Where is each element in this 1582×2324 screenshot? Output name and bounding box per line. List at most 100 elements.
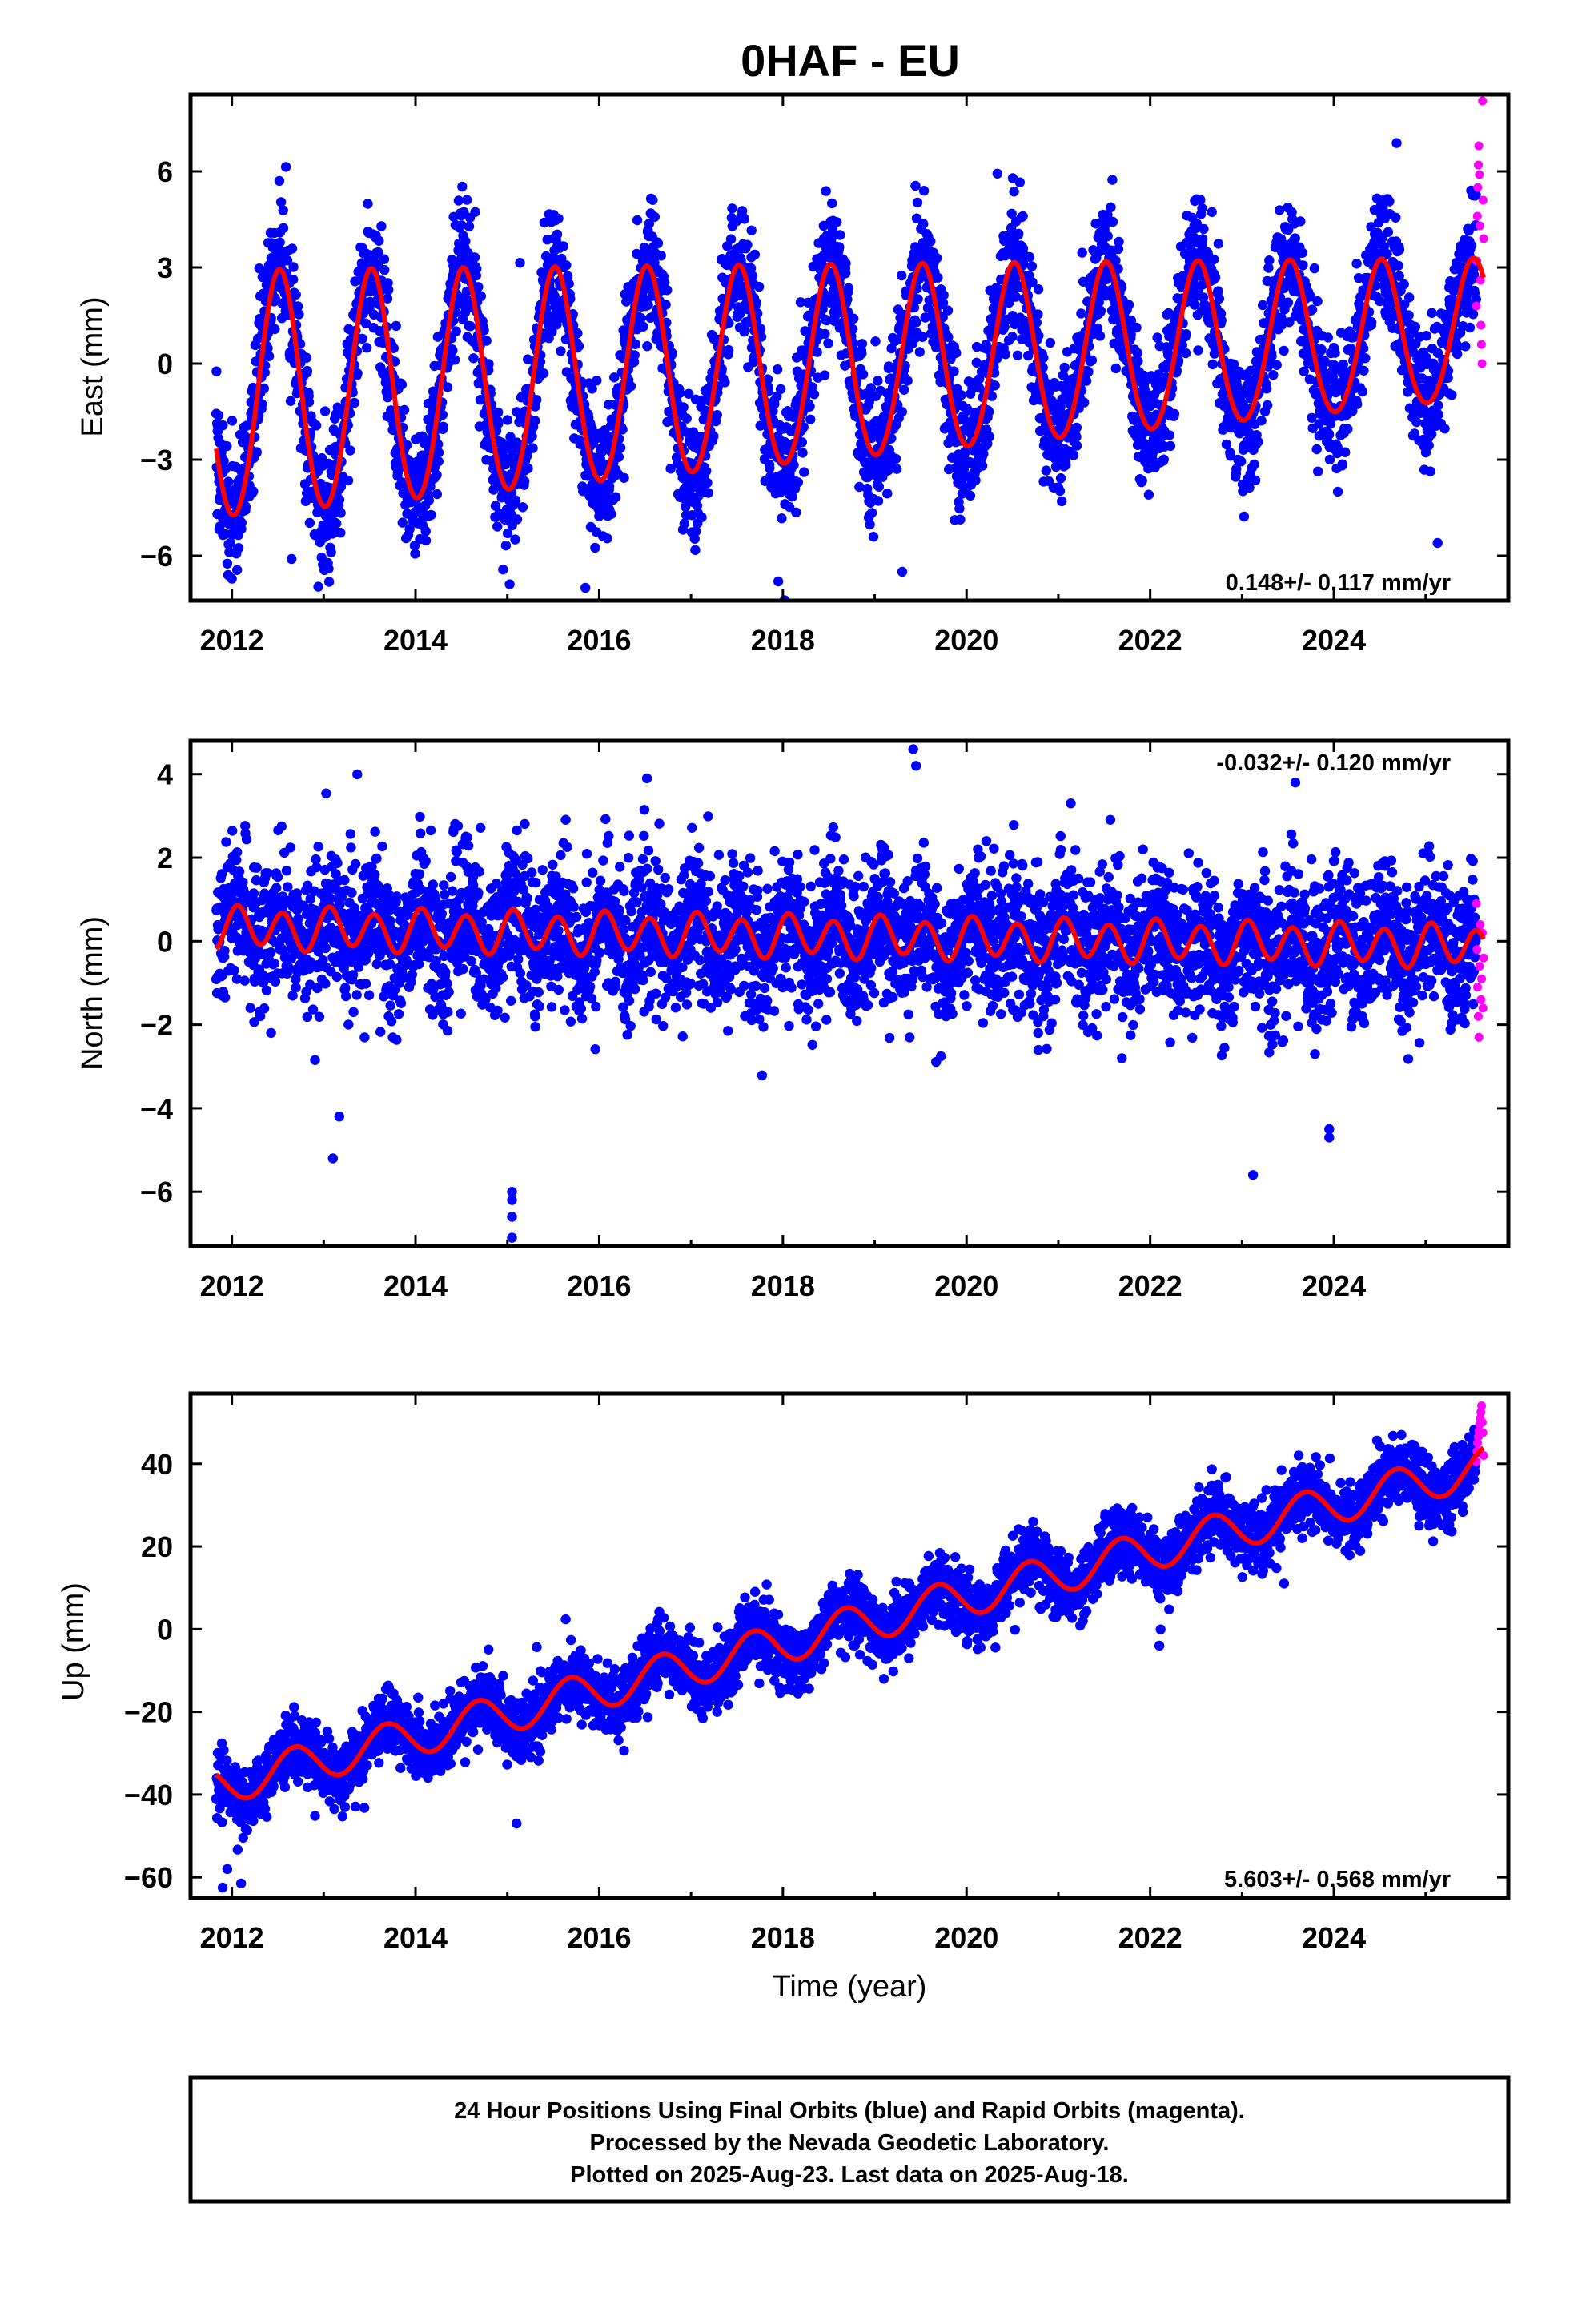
east-point [468, 353, 479, 364]
east-point [1268, 370, 1279, 380]
east-point [1383, 227, 1394, 237]
east-point [617, 424, 628, 435]
east-point [938, 290, 949, 300]
east-point [873, 481, 885, 492]
east-point [619, 472, 629, 483]
east-point [712, 410, 722, 420]
east-point [294, 309, 304, 320]
east-point [335, 481, 347, 492]
east-point [259, 383, 269, 394]
north-point [266, 1027, 276, 1039]
east-point [1131, 322, 1142, 333]
east-point [493, 418, 504, 428]
east-point [587, 384, 597, 394]
east-point [739, 214, 750, 224]
east-point [275, 237, 285, 247]
east-point [819, 370, 830, 380]
east-point [1393, 260, 1403, 271]
east-point [469, 252, 480, 263]
east-point [1343, 424, 1353, 434]
east-point [475, 395, 486, 405]
east-y-tick-label: 6 [157, 155, 173, 188]
east-point [897, 407, 908, 417]
north-point [245, 1003, 255, 1013]
east-point [357, 333, 367, 344]
east-point [701, 466, 712, 476]
east-point [460, 236, 471, 247]
east-point [949, 366, 959, 376]
east-x-tick-label: 2016 [567, 624, 631, 657]
east-point [1071, 440, 1082, 451]
east-point [652, 238, 664, 248]
east-point [882, 489, 893, 499]
east-point [1081, 376, 1092, 386]
east-point [484, 359, 494, 369]
east-point [433, 456, 444, 467]
east-outlier-point [897, 566, 908, 577]
east-point [661, 300, 671, 310]
east-point [823, 338, 833, 348]
east-point [1433, 409, 1443, 420]
east-rapid-point [1472, 301, 1481, 311]
east-point [492, 521, 503, 532]
east-point [288, 274, 299, 285]
east-point [254, 263, 264, 274]
east-point [602, 533, 612, 544]
east-point [1014, 177, 1026, 187]
east-point [573, 340, 584, 352]
east-point [1018, 211, 1028, 222]
east-point [1095, 305, 1106, 316]
east-point [287, 243, 298, 254]
east-point [1258, 300, 1268, 311]
east-point [456, 220, 467, 231]
east-point [451, 326, 461, 336]
east-point [311, 420, 322, 431]
east-point [263, 351, 275, 361]
east-point [775, 384, 786, 395]
east-rapid-point [1475, 221, 1484, 231]
east-point [236, 517, 247, 528]
east-point [1164, 430, 1174, 440]
east-point [1199, 223, 1209, 235]
east-point [873, 496, 884, 506]
east-point [1012, 350, 1023, 360]
east-point [285, 396, 296, 406]
east-point [1152, 332, 1162, 343]
east-point [609, 372, 620, 383]
east-point [917, 332, 928, 342]
east-point [1197, 234, 1208, 244]
east-point [1323, 429, 1335, 440]
east-point [725, 234, 737, 244]
north-point [232, 847, 243, 858]
east-point [360, 318, 371, 328]
east-point [282, 255, 293, 266]
east-point [749, 249, 760, 260]
east-point [789, 460, 799, 470]
east-point [799, 467, 809, 477]
east-point [1239, 511, 1250, 522]
east-point [812, 347, 822, 357]
east-point [1041, 465, 1052, 476]
east-point [793, 477, 803, 488]
east-point [515, 258, 525, 268]
east-point [461, 286, 472, 297]
north-point [248, 888, 259, 899]
east-point [865, 519, 875, 530]
east-point [1079, 397, 1090, 408]
east-point [955, 514, 966, 525]
north-point [221, 837, 231, 847]
east-point [280, 162, 291, 172]
north-point [266, 947, 276, 958]
east-point [1256, 416, 1267, 426]
east-point [681, 413, 692, 424]
east-outlier-point [580, 582, 591, 593]
east-point [1165, 440, 1176, 452]
east-y-tick-label: 3 [157, 251, 173, 284]
east-point [1077, 247, 1087, 258]
east-x-tick-label: 2012 [200, 624, 264, 657]
east-point [791, 507, 801, 517]
east-point [857, 348, 867, 359]
east-outlier-point [287, 553, 297, 565]
east-point [914, 347, 926, 357]
